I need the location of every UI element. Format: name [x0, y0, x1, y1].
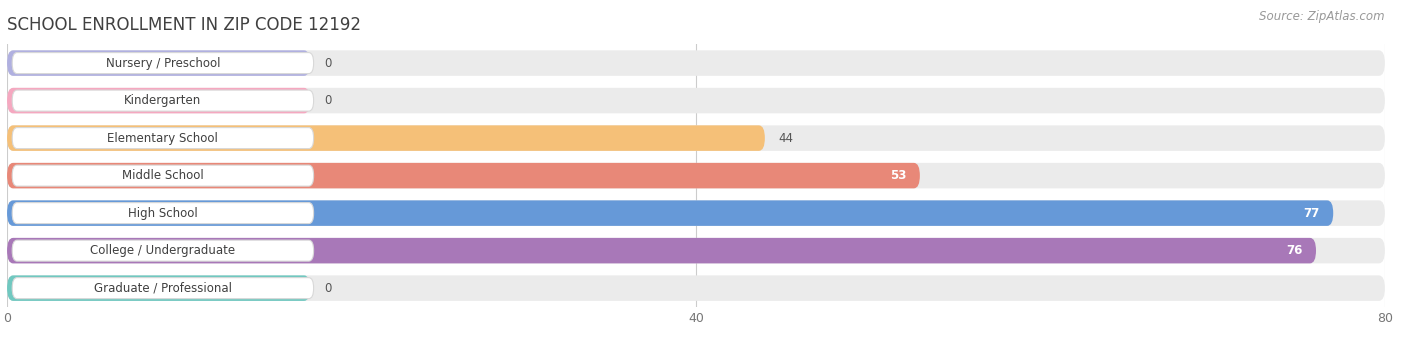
FancyBboxPatch shape [13, 128, 314, 149]
FancyBboxPatch shape [7, 276, 1385, 301]
Text: SCHOOL ENROLLMENT IN ZIP CODE 12192: SCHOOL ENROLLMENT IN ZIP CODE 12192 [7, 16, 361, 34]
Text: 53: 53 [890, 169, 905, 182]
Text: 76: 76 [1286, 244, 1302, 257]
FancyBboxPatch shape [13, 53, 314, 74]
FancyBboxPatch shape [13, 203, 314, 224]
Text: 44: 44 [779, 132, 793, 145]
Text: College / Undergraduate: College / Undergraduate [90, 244, 235, 257]
Text: 0: 0 [323, 94, 332, 107]
Text: Graduate / Professional: Graduate / Professional [94, 282, 232, 295]
Text: Nursery / Preschool: Nursery / Preschool [105, 57, 221, 70]
FancyBboxPatch shape [7, 88, 311, 113]
Text: 77: 77 [1303, 207, 1319, 220]
FancyBboxPatch shape [7, 238, 1385, 263]
FancyBboxPatch shape [7, 125, 1385, 151]
Text: High School: High School [128, 207, 198, 220]
Text: Source: ZipAtlas.com: Source: ZipAtlas.com [1260, 10, 1385, 23]
FancyBboxPatch shape [7, 201, 1385, 226]
FancyBboxPatch shape [7, 163, 1385, 188]
Text: 0: 0 [323, 57, 332, 70]
Text: Middle School: Middle School [122, 169, 204, 182]
FancyBboxPatch shape [7, 88, 1385, 113]
FancyBboxPatch shape [13, 165, 314, 186]
Text: Kindergarten: Kindergarten [124, 94, 201, 107]
FancyBboxPatch shape [7, 276, 311, 301]
FancyBboxPatch shape [7, 125, 765, 151]
FancyBboxPatch shape [13, 90, 314, 111]
FancyBboxPatch shape [7, 50, 1385, 76]
FancyBboxPatch shape [7, 238, 1316, 263]
FancyBboxPatch shape [7, 201, 1333, 226]
FancyBboxPatch shape [13, 278, 314, 299]
FancyBboxPatch shape [7, 163, 920, 188]
FancyBboxPatch shape [7, 50, 311, 76]
Text: Elementary School: Elementary School [107, 132, 218, 145]
Text: 0: 0 [323, 282, 332, 295]
FancyBboxPatch shape [13, 240, 314, 261]
